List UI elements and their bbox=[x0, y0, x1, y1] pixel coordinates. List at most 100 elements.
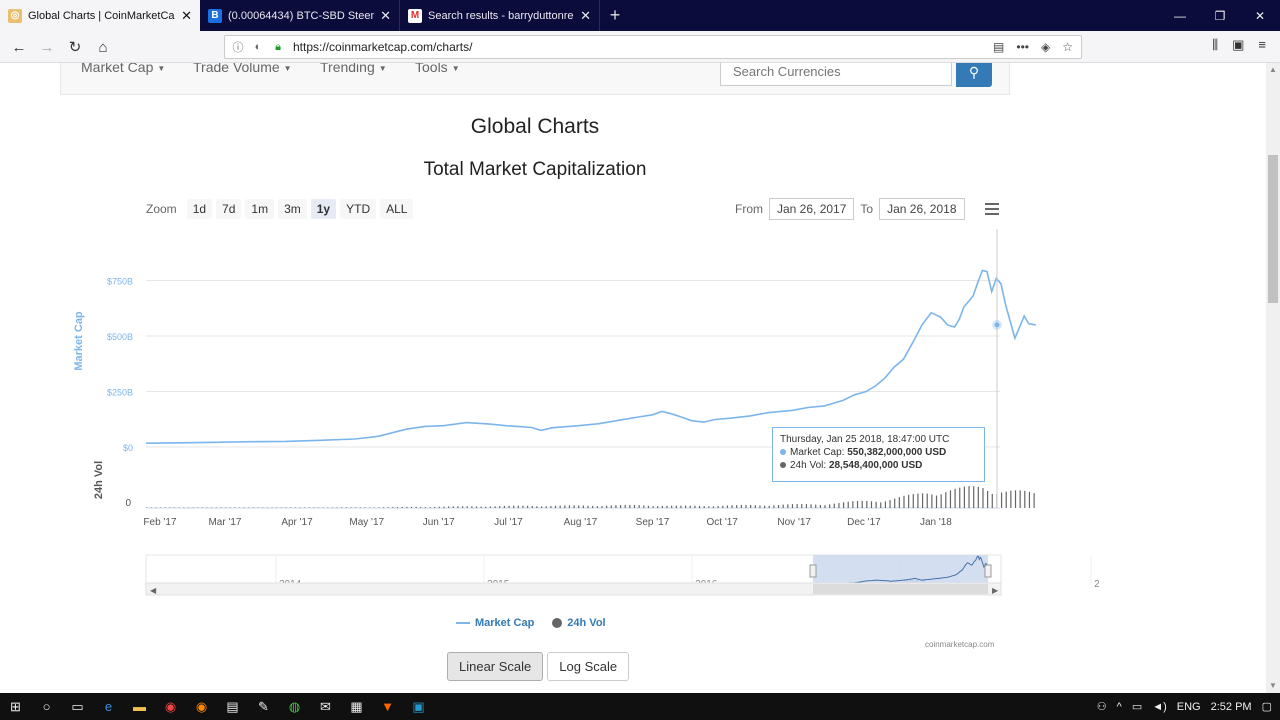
sidebar-icon[interactable]: ▣ bbox=[1232, 37, 1245, 52]
app-blue-icon[interactable]: ▣ bbox=[412, 698, 425, 714]
firefox-icon[interactable]: ◉ bbox=[195, 698, 208, 714]
back-icon[interactable]: ← bbox=[11, 38, 27, 56]
vol-bar bbox=[833, 503, 835, 508]
zoom-1m-button[interactable]: 1m bbox=[245, 199, 275, 219]
tab-steemdollar[interactable]: B (0.00064434) BTC-SBD SteemDo ✕ bbox=[200, 0, 400, 31]
chrome-icon[interactable]: ◉ bbox=[164, 698, 177, 714]
vol-bar bbox=[238, 507, 241, 508]
vol-bar bbox=[750, 505, 752, 508]
x-tick-label: Apr '17 bbox=[281, 517, 313, 528]
vol-bar bbox=[206, 507, 208, 508]
menu-trending[interactable]: Trending ▼ bbox=[320, 63, 387, 75]
tray-chevron-icon[interactable]: ^ bbox=[1116, 700, 1122, 713]
linear-scale-button[interactable]: Linear Scale bbox=[447, 652, 544, 681]
minimize-icon[interactable]: — bbox=[1174, 8, 1186, 23]
vol-bar bbox=[977, 486, 979, 508]
vol-bar bbox=[169, 507, 171, 508]
market-cap-line bbox=[145, 269, 1036, 444]
tab-global-charts[interactable]: ◎ Global Charts | CoinMarketCap ✕ bbox=[0, 0, 200, 31]
bookmark-star-icon[interactable]: ☆ bbox=[1062, 40, 1073, 54]
vol-bar bbox=[587, 505, 589, 508]
vol-bar bbox=[378, 507, 380, 508]
tab-gmail-search[interactable]: M Search results - barryduttonrea ✕ bbox=[400, 0, 600, 31]
zoom-7d-button[interactable]: 7d bbox=[216, 199, 242, 219]
close-window-icon[interactable]: ✕ bbox=[1254, 8, 1266, 23]
window-controls: — ❐ ✕ bbox=[1160, 0, 1280, 31]
log-scale-button[interactable]: Log Scale bbox=[547, 652, 630, 681]
network-icon[interactable]: ▭ bbox=[1131, 701, 1143, 713]
calculator-icon[interactable]: ▦ bbox=[350, 698, 363, 714]
menu-tools[interactable]: Tools ▼ bbox=[415, 63, 460, 75]
windows-start-icon[interactable]: ⊞ bbox=[10, 698, 21, 714]
vol-bar bbox=[680, 505, 682, 508]
menu-trade-volume[interactable]: Trade Volume ▼ bbox=[193, 63, 292, 75]
vol-bar bbox=[564, 505, 566, 508]
scroll-up-icon[interactable]: ▲ bbox=[1269, 65, 1277, 74]
zoom-1d-button[interactable]: 1d bbox=[186, 199, 213, 219]
file-explorer-icon[interactable]: ▬ bbox=[133, 699, 146, 714]
vol-bar bbox=[438, 506, 440, 508]
brave-icon[interactable]: ▼ bbox=[381, 699, 394, 714]
page-scrollbar[interactable]: ▲ ▼ bbox=[1266, 63, 1280, 693]
menu-icon[interactable]: ≡ bbox=[1258, 37, 1266, 52]
people-icon[interactable]: ⚇ bbox=[1096, 701, 1107, 713]
vol-bar bbox=[146, 507, 148, 508]
library-icon[interactable]: ⫼ bbox=[1212, 37, 1219, 52]
edge-icon[interactable]: e bbox=[104, 699, 113, 714]
volume-icon[interactable]: ◄) bbox=[1152, 700, 1167, 713]
maximize-icon[interactable]: ❐ bbox=[1214, 8, 1226, 23]
info-icon[interactable]: ⓘ bbox=[232, 42, 244, 54]
scrollbar-thumb[interactable] bbox=[1268, 155, 1278, 303]
new-tab-button[interactable]: + bbox=[609, 5, 621, 25]
vol-bar bbox=[382, 507, 385, 508]
vol-bar bbox=[466, 506, 468, 508]
close-tab-icon[interactable]: ✕ bbox=[380, 7, 391, 23]
home-icon[interactable]: ⌂ bbox=[98, 38, 108, 56]
chart-menu-icon[interactable] bbox=[985, 203, 999, 218]
zoom-ytd-button[interactable]: YTD bbox=[340, 199, 377, 219]
to-date-input[interactable]: Jan 26, 2018 bbox=[879, 198, 965, 220]
page-actions-icon[interactable]: ••• bbox=[1016, 40, 1029, 54]
vol-bar bbox=[369, 507, 371, 508]
vol-bar bbox=[1005, 491, 1007, 508]
language-indicator[interactable]: ENG bbox=[1176, 700, 1201, 713]
reload-icon[interactable]: ↻ bbox=[68, 39, 82, 56]
vol-bar bbox=[513, 505, 515, 508]
lock-icon[interactable]: 🔒︎ bbox=[275, 40, 281, 53]
reader-view-icon[interactable]: ▤ bbox=[993, 40, 1005, 54]
clock[interactable]: 2:52 PM bbox=[1210, 700, 1252, 713]
app-icon[interactable]: ✎ bbox=[258, 698, 269, 714]
vol-bar bbox=[810, 504, 812, 508]
legend-24h-vol[interactable]: 24h Vol bbox=[552, 617, 606, 629]
scroll-down-icon[interactable]: ▼ bbox=[1269, 681, 1277, 690]
notifications-icon[interactable]: ▢ bbox=[1261, 701, 1272, 713]
address-bar[interactable]: ⓘ ◐ 🔒︎ https://coinmarketcap.com/charts/… bbox=[224, 35, 1082, 59]
zoom-all-button[interactable]: ALL bbox=[380, 199, 414, 219]
mail-icon[interactable]: ✉ bbox=[320, 698, 331, 714]
date-range: From Jan 26, 2017 To Jan 26, 2018 bbox=[735, 198, 965, 220]
vol-bar bbox=[796, 504, 798, 508]
vol-bar bbox=[703, 506, 705, 508]
navigator-line bbox=[145, 555, 989, 585]
close-tab-icon[interactable]: ✕ bbox=[181, 7, 192, 23]
from-date-input[interactable]: Jan 26, 2017 bbox=[769, 198, 855, 220]
vol-bar bbox=[745, 504, 747, 508]
tracking-shield-icon[interactable]: ◐ bbox=[254, 41, 262, 53]
menu-market-cap[interactable]: Market Cap ▼ bbox=[81, 63, 166, 75]
vol-bar bbox=[294, 507, 296, 508]
forward-icon[interactable]: → bbox=[39, 38, 55, 56]
task-view-icon[interactable]: ▭ bbox=[71, 698, 84, 714]
vol-bar bbox=[461, 506, 464, 508]
search-input[interactable] bbox=[720, 63, 952, 86]
notepad-icon[interactable]: ▤ bbox=[226, 698, 239, 714]
zoom-3m-button[interactable]: 3m bbox=[278, 199, 307, 219]
vol-bar bbox=[582, 505, 584, 508]
pocket-icon[interactable]: ◈ bbox=[1041, 40, 1051, 54]
app-green-icon[interactable]: ◍ bbox=[288, 698, 301, 714]
zoom-1y-button[interactable]: 1y bbox=[310, 199, 337, 219]
legend-market-cap[interactable]: Market Cap bbox=[456, 617, 534, 629]
close-tab-icon[interactable]: ✕ bbox=[580, 7, 591, 23]
search-button[interactable]: ⚲ bbox=[956, 63, 992, 87]
chart-credit[interactable]: coinmarketcap.com bbox=[925, 640, 995, 649]
cortana-icon[interactable]: ○ bbox=[42, 699, 51, 714]
